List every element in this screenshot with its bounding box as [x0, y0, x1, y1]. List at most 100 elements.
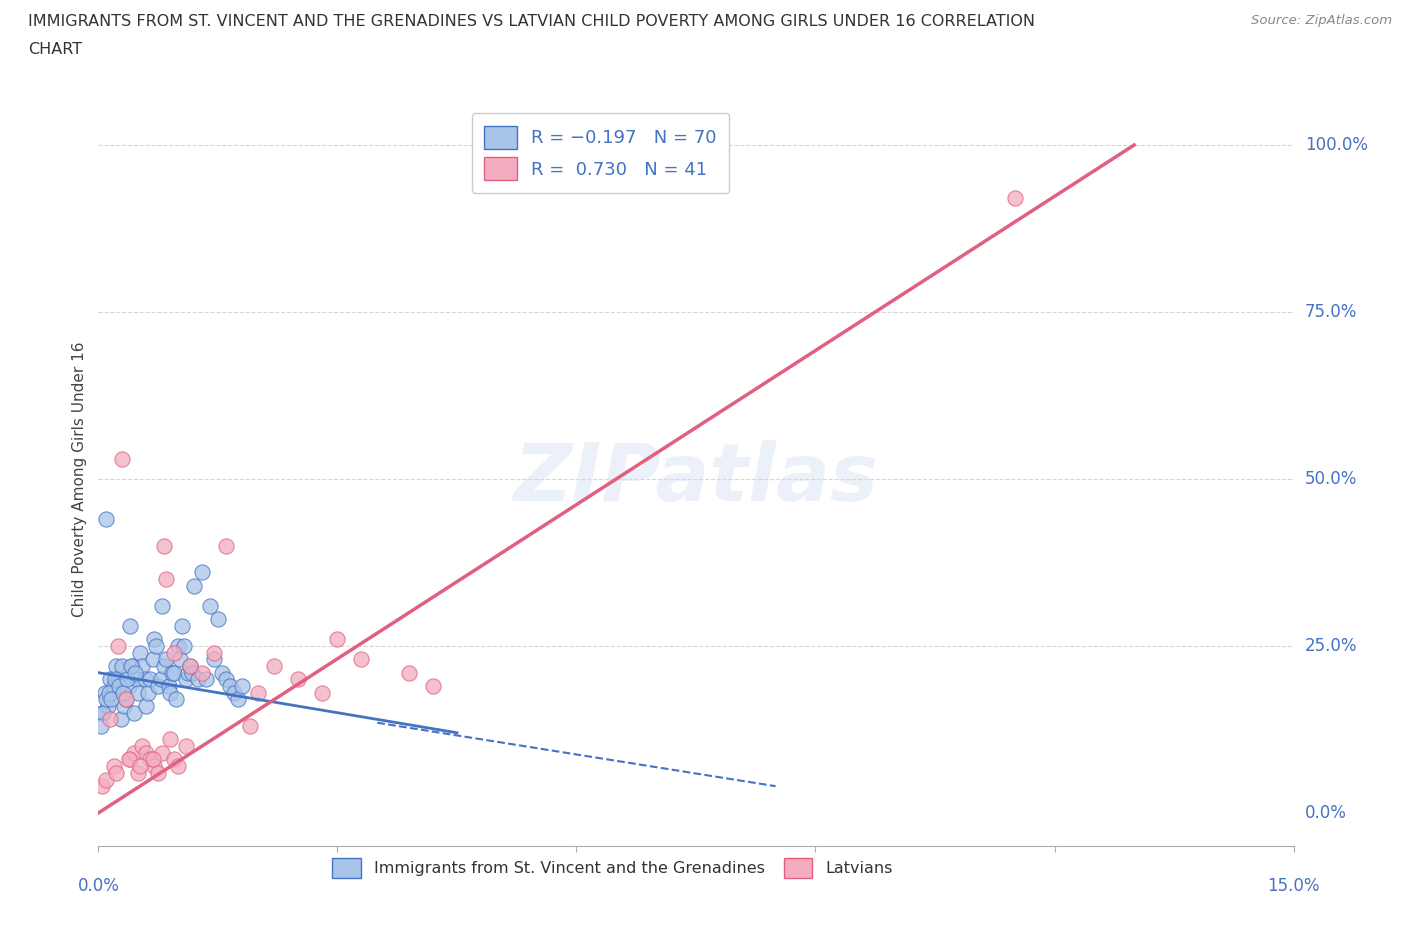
Point: [101, 685, 124, 700]
Point: [398, 665, 420, 680]
Point: [143, 631, 166, 646]
Point: [326, 631, 349, 646]
Point: [128, 759, 150, 774]
Point: [183, 578, 205, 593]
Point: [97, 698, 120, 713]
Point: [157, 679, 180, 694]
Point: [187, 671, 209, 686]
Point: [142, 752, 165, 767]
Point: [239, 719, 262, 734]
Point: [125, 671, 148, 686]
Point: [139, 671, 162, 686]
Point: [112, 698, 135, 713]
Point: [172, 618, 194, 633]
Point: [104, 671, 127, 686]
Point: [131, 658, 153, 673]
Point: [103, 679, 125, 694]
Point: [100, 692, 122, 707]
Point: [91, 778, 114, 793]
Point: [120, 752, 142, 767]
Point: [127, 685, 149, 700]
Text: 0.0%: 0.0%: [1305, 804, 1347, 822]
Point: [115, 692, 138, 707]
Point: [176, 665, 198, 680]
Point: [219, 679, 242, 694]
Point: [152, 658, 174, 673]
Point: [142, 652, 165, 667]
Text: Source: ZipAtlas.com: Source: ZipAtlas.com: [1251, 14, 1392, 27]
Point: [118, 679, 141, 694]
Point: [139, 752, 162, 767]
Point: [111, 451, 134, 466]
Point: [110, 712, 132, 727]
Point: [124, 665, 146, 680]
Point: [149, 671, 172, 686]
Point: [173, 639, 195, 654]
Point: [166, 692, 188, 707]
Point: [127, 765, 149, 780]
Point: [135, 698, 157, 713]
Point: [191, 665, 214, 680]
Point: [202, 645, 225, 660]
Text: 75.0%: 75.0%: [1305, 303, 1357, 321]
Point: [118, 752, 141, 767]
Point: [150, 745, 173, 760]
Text: 15.0%: 15.0%: [1267, 877, 1320, 895]
Point: [115, 692, 138, 707]
Point: [145, 639, 167, 654]
Point: [169, 652, 191, 667]
Point: [94, 685, 117, 700]
Point: [222, 685, 245, 700]
Point: [163, 645, 186, 660]
Point: [163, 752, 186, 767]
Point: [111, 658, 134, 673]
Legend: Immigrants from St. Vincent and the Grenadines, Latvians: Immigrants from St. Vincent and the Gren…: [325, 850, 900, 886]
Point: [311, 685, 333, 700]
Point: [226, 692, 249, 707]
Point: [350, 652, 373, 667]
Point: [155, 572, 177, 587]
Point: [120, 618, 142, 633]
Point: [198, 598, 221, 613]
Point: [163, 665, 186, 680]
Point: [107, 639, 129, 654]
Point: [155, 652, 177, 667]
Point: [124, 745, 146, 760]
Point: [98, 671, 122, 686]
Text: 50.0%: 50.0%: [1305, 470, 1357, 488]
Point: [152, 538, 174, 553]
Point: [98, 712, 122, 727]
Point: [135, 745, 157, 760]
Point: [128, 645, 150, 660]
Point: [174, 671, 197, 686]
Point: [112, 685, 135, 700]
Point: [207, 612, 229, 627]
Point: [104, 765, 127, 780]
Point: [134, 671, 156, 686]
Point: [179, 658, 201, 673]
Point: [131, 738, 153, 753]
Point: [202, 652, 225, 667]
Point: [96, 512, 118, 526]
Point: [90, 719, 112, 734]
Point: [167, 759, 190, 774]
Point: [422, 679, 444, 694]
Point: [104, 658, 127, 673]
Point: [231, 679, 253, 694]
Point: [148, 765, 170, 780]
Point: [215, 538, 238, 553]
Point: [91, 705, 114, 720]
Point: [121, 658, 143, 673]
Point: [115, 671, 138, 686]
Point: [195, 671, 218, 686]
Point: [108, 679, 131, 694]
Point: [211, 665, 233, 680]
Point: [97, 685, 120, 700]
Point: [107, 671, 129, 686]
Point: [143, 759, 166, 774]
Point: [136, 685, 159, 700]
Text: ZIPatlas: ZIPatlas: [513, 440, 879, 518]
Point: [179, 658, 201, 673]
Point: [174, 738, 197, 753]
Point: [167, 639, 190, 654]
